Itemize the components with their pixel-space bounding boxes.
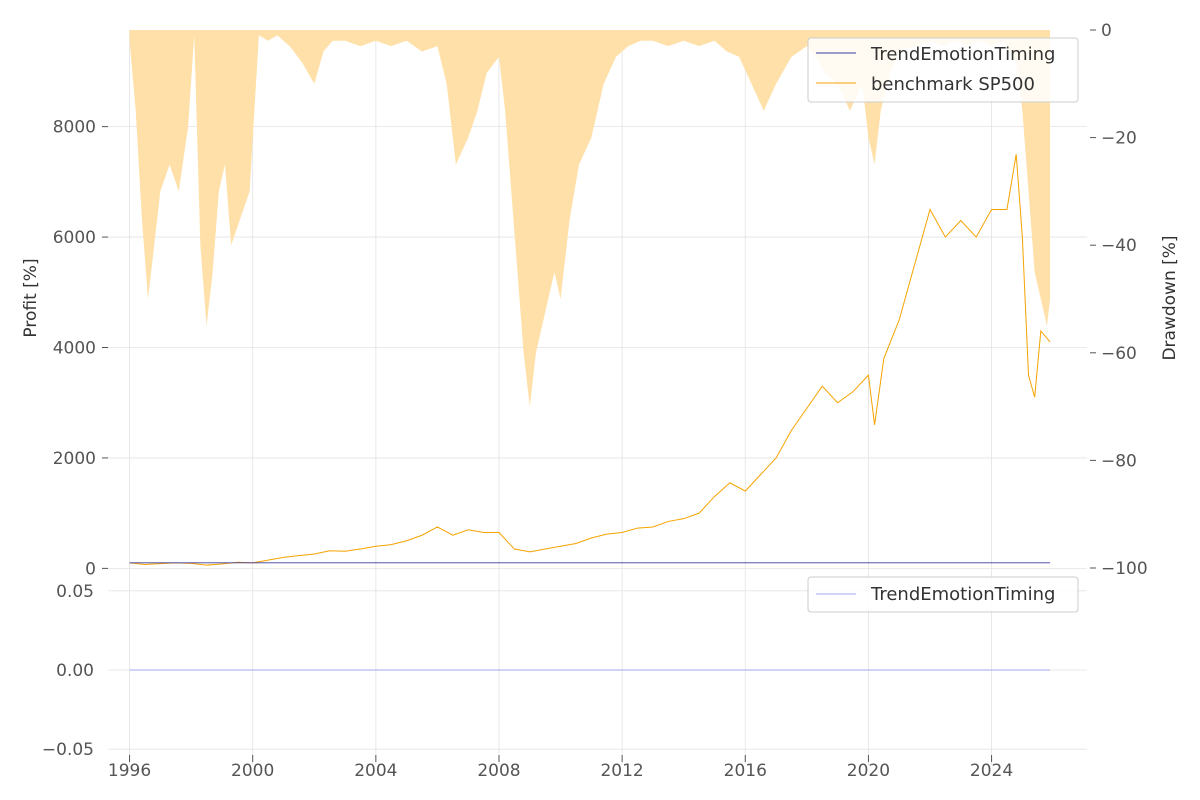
exposure-tick-label-2: −0.05: [42, 740, 94, 760]
exposure-panel: 0.05 0.00 −0.05 TrendEmotionTiming: [42, 575, 1087, 765]
drawdown-tick-label-5: −100: [1101, 559, 1148, 579]
x-tick-label-2016: 2016: [724, 761, 767, 781]
x-tick-label-2000: 2000: [231, 761, 274, 781]
profit-tick-label-8000: 8000: [53, 118, 96, 138]
profit-legend-box: [807, 37, 1079, 103]
x-axis-ticks: 1996 2000 2004 2008 2012 2016 2020 2024: [108, 755, 1013, 781]
drawdown-axis-label: Drawdown [%]: [1160, 235, 1180, 360]
drawdown-tick-label-4: −80: [1101, 451, 1137, 471]
exposure-tick-label-0: 0.05: [56, 582, 94, 602]
x-tick-label-2020: 2020: [847, 761, 890, 781]
profit-axis-label: Profit [%]: [21, 258, 41, 337]
x-tick-label-2012: 2012: [600, 761, 643, 781]
profit-legend: TrendEmotionTiming benchmark SP500: [807, 37, 1079, 103]
legend-label-trendemotiontiming: TrendEmotionTiming: [870, 44, 1055, 65]
exposure-y-ticks: 0.05 0.00 −0.05: [42, 582, 94, 760]
x-tick-label-2004: 2004: [354, 761, 397, 781]
legend-label-benchmark: benchmark SP500: [871, 74, 1035, 95]
x-tick-label-2008: 2008: [477, 761, 520, 781]
profit-tick-label-4000: 4000: [53, 339, 96, 359]
legend-label-exposure-trendemotiontiming: TrendEmotionTiming: [870, 584, 1055, 605]
profit-tick-label-0: 0: [85, 559, 96, 579]
top-series-lines: [129, 154, 1051, 566]
top-grid: [108, 30, 1087, 575]
drawdown-tick-label-1: −20: [1101, 129, 1137, 149]
drawdown-area: [129, 30, 1051, 407]
drawdown-tick-label-2: −40: [1101, 236, 1137, 256]
benchmark-sp500-line: [129, 154, 1051, 566]
x-tick-label-2024: 2024: [970, 761, 1013, 781]
drawdown-tick-label-0: 0: [1101, 21, 1112, 41]
profit-tick-label-2000: 2000: [53, 449, 96, 469]
profit-tick-label-6000: 6000: [53, 228, 96, 248]
profit-y-ticks: 0 2000 4000 6000 8000: [53, 118, 108, 579]
exposure-tick-label-1: 0.00: [56, 661, 94, 681]
profit-panel: 0 2000 4000 6000 8000 0 −20 −40 −60 −80 −100 Prof…: [21, 21, 1180, 579]
drawdown-tick-label-3: −60: [1101, 344, 1137, 364]
x-tick-label-1996: 1996: [108, 761, 151, 781]
drawdown-y-ticks: 0 −20 −40 −60 −80 −100: [1090, 21, 1148, 579]
exposure-legend: TrendEmotionTiming: [807, 576, 1079, 613]
exposure-legend-box: [807, 576, 1079, 613]
